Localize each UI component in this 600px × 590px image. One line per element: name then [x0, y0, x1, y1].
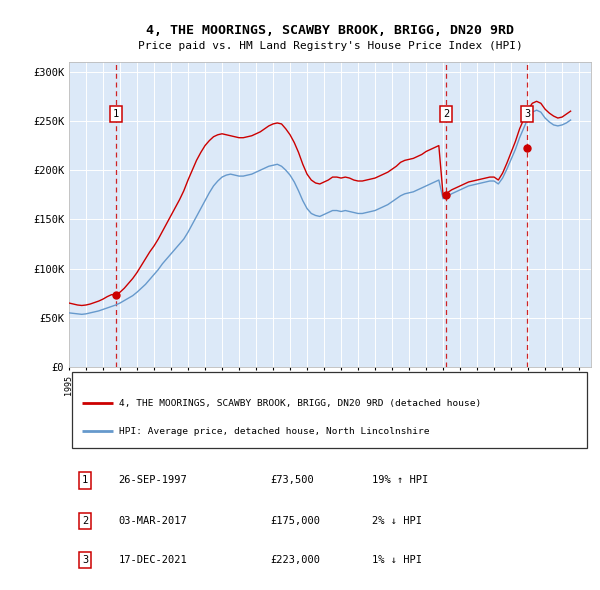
Text: 1% ↓ HPI: 1% ↓ HPI [372, 555, 422, 565]
Text: 03-MAR-2017: 03-MAR-2017 [119, 516, 187, 526]
Text: 3: 3 [82, 555, 88, 565]
Text: £175,000: £175,000 [270, 516, 320, 526]
FancyBboxPatch shape [71, 372, 587, 448]
Text: 26-SEP-1997: 26-SEP-1997 [119, 476, 187, 486]
Text: £223,000: £223,000 [270, 555, 320, 565]
Text: HPI: Average price, detached house, North Lincolnshire: HPI: Average price, detached house, Nort… [119, 427, 429, 436]
Text: 4, THE MOORINGS, SCAWBY BROOK, BRIGG, DN20 9RD: 4, THE MOORINGS, SCAWBY BROOK, BRIGG, DN… [146, 24, 514, 37]
Text: 1: 1 [112, 109, 119, 119]
Text: 4, THE MOORINGS, SCAWBY BROOK, BRIGG, DN20 9RD (detached house): 4, THE MOORINGS, SCAWBY BROOK, BRIGG, DN… [119, 399, 481, 408]
Text: 1: 1 [82, 476, 88, 486]
Text: 2: 2 [443, 109, 449, 119]
Text: 17-DEC-2021: 17-DEC-2021 [119, 555, 187, 565]
Text: Price paid vs. HM Land Registry's House Price Index (HPI): Price paid vs. HM Land Registry's House … [137, 41, 523, 51]
Text: £73,500: £73,500 [270, 476, 314, 486]
Text: 3: 3 [524, 109, 530, 119]
Text: 2: 2 [82, 516, 88, 526]
Text: 2% ↓ HPI: 2% ↓ HPI [372, 516, 422, 526]
Text: 19% ↑ HPI: 19% ↑ HPI [372, 476, 428, 486]
